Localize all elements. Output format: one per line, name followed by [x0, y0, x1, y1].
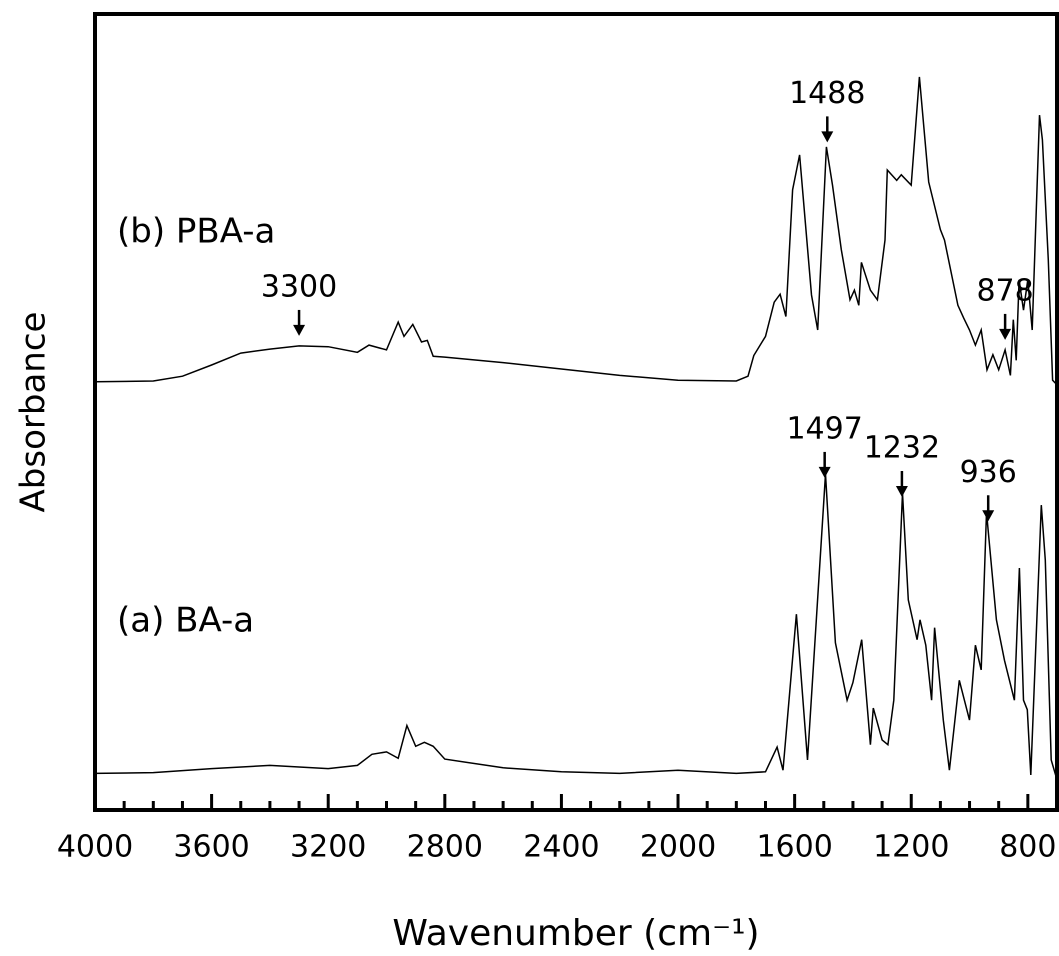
peak-arrowhead — [982, 510, 995, 522]
peak-arrowhead — [895, 485, 908, 497]
peak-label: 3300 — [261, 269, 337, 304]
peak-arrowhead — [821, 131, 834, 143]
peak-label: 1497 — [786, 411, 862, 446]
peak-label: 878 — [976, 273, 1033, 308]
x-tick-label: 3200 — [290, 830, 366, 865]
x-tick-label: 1200 — [873, 830, 949, 865]
x-tick-label: 2800 — [407, 830, 483, 865]
series-label: (a) BA-a — [117, 601, 254, 641]
spectrum-line — [94, 76, 1058, 386]
peak-arrowhead — [818, 466, 831, 478]
plot-frame — [93, 12, 1059, 812]
x-axis-label: Wavenumber (cm⁻¹) — [392, 913, 759, 954]
spectrum-line — [94, 474, 1058, 781]
x-tick-label: 800 — [999, 830, 1056, 865]
peak-arrowhead — [999, 328, 1012, 340]
peak-arrowhead — [293, 324, 306, 336]
x-tick-label: 2000 — [640, 830, 716, 865]
x-tick-label: 1600 — [756, 830, 832, 865]
peak-label: 1488 — [789, 76, 865, 111]
y-axis-label: Absorbance — [14, 312, 54, 513]
peak-label: 936 — [960, 455, 1017, 490]
peak-label: 1232 — [864, 430, 940, 465]
x-tick-label: 2400 — [523, 830, 599, 865]
x-tick-label: 3600 — [173, 830, 249, 865]
series-label: (b) PBA-a — [117, 212, 275, 252]
x-tick-label: 4000 — [57, 830, 133, 865]
